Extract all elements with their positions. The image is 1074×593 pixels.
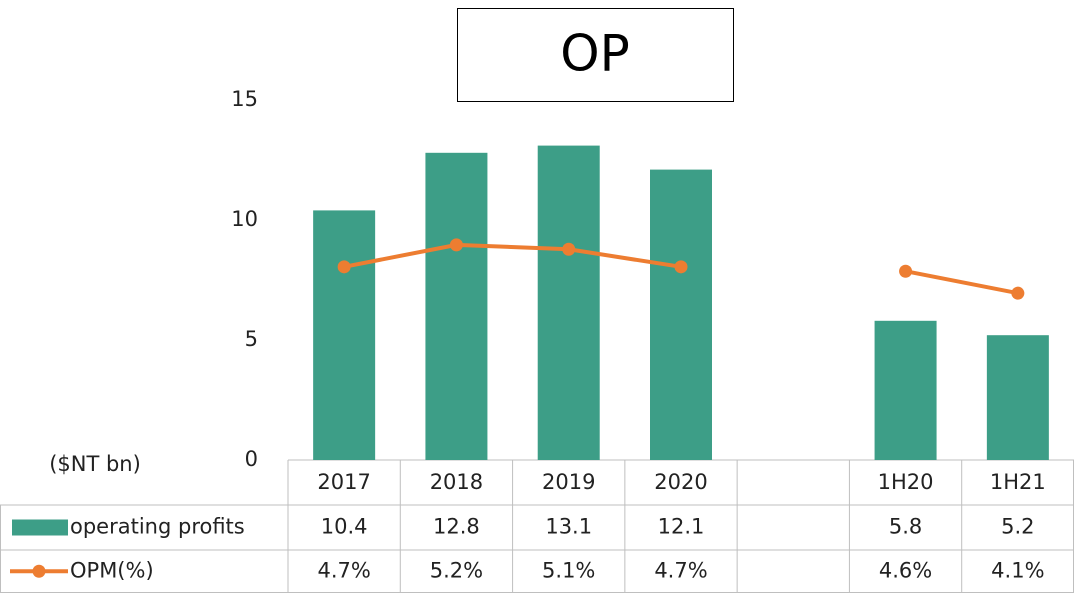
table-value: 5.1%: [542, 558, 595, 582]
legend-label: OPM(%): [70, 558, 154, 582]
y-tick-label: 10: [231, 207, 258, 231]
x-tick-label: 2017: [317, 470, 370, 494]
bar: [986, 335, 1049, 460]
y-tick-label: 0: [245, 447, 258, 471]
line: [343, 242, 1019, 296]
x-tick-label: 2018: [430, 470, 483, 494]
bar: [874, 320, 937, 460]
table-value: 4.7%: [654, 558, 707, 582]
bar: [313, 210, 376, 460]
y-tick-label: 5: [245, 327, 258, 351]
x-tick-label: 1H20: [878, 470, 934, 494]
y-axis-label: ($NT bn): [49, 452, 141, 476]
legend-swatch: [12, 519, 68, 536]
legend-label: operating profits: [70, 515, 245, 539]
table-value: 5.2: [1001, 515, 1034, 539]
table-value: 4.6%: [879, 558, 932, 582]
y-tick-label: 15: [231, 87, 258, 111]
table-value: 5.2%: [430, 558, 483, 582]
table-value: 12.8: [433, 515, 480, 539]
line-marker: [337, 260, 351, 274]
line-marker: [1011, 286, 1025, 300]
table-value: 13.1: [545, 515, 592, 539]
x-tick-label: 2020: [654, 470, 707, 494]
title-box: [457, 8, 734, 102]
table-value: 10.4: [321, 515, 368, 539]
line-marker: [899, 264, 913, 278]
table-value: 4.1%: [991, 558, 1044, 582]
table-value: 4.7%: [317, 558, 370, 582]
x-tick-label: 2019: [542, 470, 595, 494]
legend-swatch: [32, 564, 46, 578]
bar: [650, 169, 712, 460]
bar: [425, 152, 488, 461]
table-value: 12.1: [658, 515, 705, 539]
bar: [537, 145, 600, 460]
table-value: 5.8: [889, 515, 922, 539]
line-marker: [449, 238, 463, 252]
line-marker: [674, 260, 688, 274]
chart-title: OP: [560, 25, 630, 83]
line-marker: [562, 242, 576, 256]
x-tick-label: 1H21: [990, 470, 1046, 494]
